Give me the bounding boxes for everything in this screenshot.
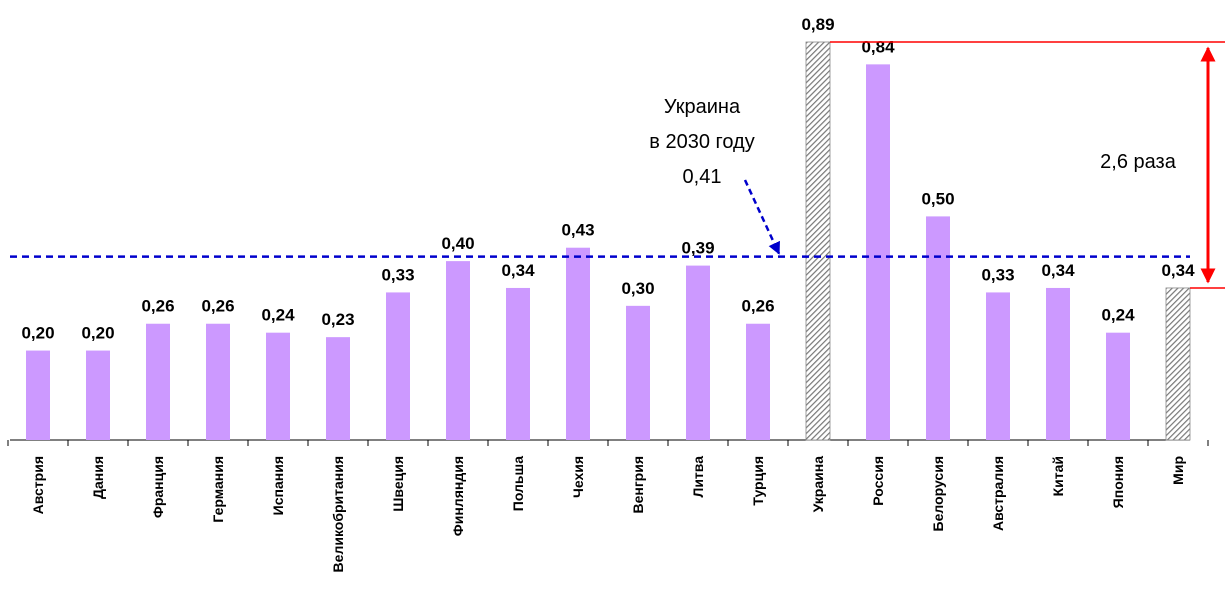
category-label: Швеция bbox=[390, 456, 406, 512]
category-label: Франция bbox=[150, 456, 166, 518]
reference-pointer-arrow bbox=[743, 179, 781, 255]
bar-12 bbox=[686, 265, 710, 440]
category-label: Германия bbox=[210, 456, 226, 523]
category-label: Польша bbox=[510, 456, 526, 511]
bar-13 bbox=[746, 323, 770, 440]
category-label: Китай bbox=[1050, 456, 1066, 496]
value-label: 0,20 bbox=[81, 324, 114, 343]
bar-8 bbox=[446, 261, 470, 440]
category-label: Финляндия bbox=[450, 456, 466, 536]
value-label: 0,26 bbox=[201, 297, 234, 316]
value-label: 0,20 bbox=[21, 324, 54, 343]
bar-11 bbox=[626, 305, 650, 440]
bar-5 bbox=[266, 332, 290, 440]
value-label: 0,84 bbox=[861, 37, 895, 56]
category-labels: Австрия Дания Франция Германия Испания Велико… bbox=[30, 456, 1186, 573]
bar-3 bbox=[146, 323, 170, 440]
value-label: 0,89 bbox=[801, 15, 834, 34]
bar-1 bbox=[26, 350, 50, 440]
category-label: Украина bbox=[810, 456, 826, 513]
category-label: Чехия bbox=[570, 456, 586, 498]
value-label: 0,50 bbox=[921, 189, 954, 208]
bar-20 bbox=[1165, 287, 1191, 441]
value-label: 0,40 bbox=[441, 234, 474, 253]
value-label: 0,24 bbox=[261, 306, 295, 325]
value-label: 0,33 bbox=[381, 265, 414, 284]
category-label: Литва bbox=[690, 456, 706, 498]
value-label: 0,43 bbox=[561, 221, 594, 240]
bar-7 bbox=[386, 292, 410, 440]
value-label: 0,34 bbox=[501, 261, 535, 280]
value-label: 0,24 bbox=[1101, 306, 1135, 325]
value-label: 0,23 bbox=[321, 310, 354, 329]
bar-10 bbox=[566, 247, 590, 440]
value-label: 0,34 bbox=[1161, 261, 1195, 280]
category-label: Великобритания bbox=[330, 456, 346, 572]
category-label: Испания bbox=[270, 456, 286, 515]
value-label: 0,30 bbox=[621, 279, 654, 298]
reference-annotation-line: 0,41 bbox=[683, 166, 722, 188]
category-label: Турция bbox=[750, 456, 766, 506]
ratio-label: 2,6 раза bbox=[1100, 151, 1177, 173]
value-label: 0,26 bbox=[741, 297, 774, 316]
category-label: Япония bbox=[1110, 456, 1126, 508]
bar-19 bbox=[1106, 332, 1130, 440]
bar-9 bbox=[506, 287, 530, 440]
category-label: Венгрия bbox=[630, 456, 646, 514]
value-label: 0,33 bbox=[981, 265, 1014, 284]
reference-annotation-line: Украина bbox=[664, 96, 741, 118]
bars-layer bbox=[7, 41, 1209, 446]
value-label: 0,26 bbox=[141, 297, 174, 316]
value-label: 0,34 bbox=[1041, 261, 1075, 280]
category-label: Австралия bbox=[990, 456, 1006, 531]
bar-15 bbox=[866, 64, 890, 440]
bar-2 bbox=[86, 350, 110, 440]
bar-4 bbox=[206, 323, 230, 440]
category-label: Австрия bbox=[30, 456, 46, 514]
category-label: Белорусия bbox=[930, 456, 946, 531]
category-label: Дания bbox=[90, 456, 106, 499]
annotations: 0,20 0,20 0,26 0,26 0,24 0,23 0,33 0,40 0,34 0,43… bbox=[10, 15, 1225, 343]
category-label: Мир bbox=[1170, 456, 1186, 485]
category-label: Россия bbox=[870, 456, 886, 506]
bar-18 bbox=[1046, 287, 1070, 440]
bar-16 bbox=[926, 216, 950, 440]
value-label: 0,39 bbox=[681, 239, 714, 258]
bar-6 bbox=[326, 337, 350, 440]
bar-14 bbox=[805, 41, 831, 441]
bar-17 bbox=[986, 292, 1010, 440]
reference-annotation-line: в 2030 году bbox=[649, 131, 754, 153]
